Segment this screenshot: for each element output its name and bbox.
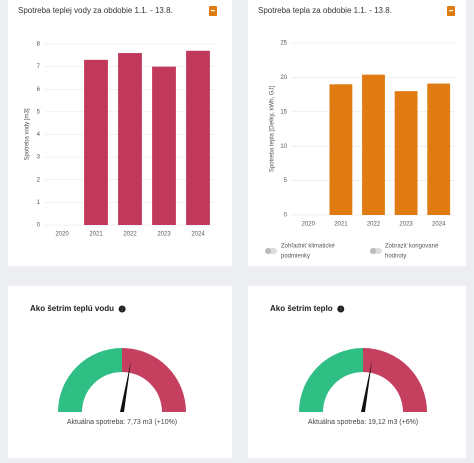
y-tick-label: 7 xyxy=(37,64,41,70)
toggle-label: podmienky xyxy=(281,254,310,260)
info-icon-glyph: i xyxy=(121,307,123,313)
x-tick-label: 2023 xyxy=(399,222,413,228)
y-tick-label: 4 xyxy=(37,132,41,138)
y-tick-label: 10 xyxy=(280,144,287,150)
gauge-caption: Aktuálna spotreba: 7,73 m3 (+10%) xyxy=(67,419,177,426)
info-icon xyxy=(118,305,126,313)
gauge-good xyxy=(58,348,122,412)
y-axis-label: Spotreba tepla [Dielky, kWh, GJ] xyxy=(270,86,276,173)
gauge-bad xyxy=(363,348,427,412)
y-tick-label: 25 xyxy=(280,41,287,47)
toggle[interactable] xyxy=(265,248,277,254)
y-tick-label: 3 xyxy=(37,155,41,161)
gauge-title: Ako šetrím teplo xyxy=(270,304,333,313)
x-tick-label: 2020 xyxy=(55,232,69,238)
y-tick-label: 0 xyxy=(37,223,41,229)
bar xyxy=(84,59,108,226)
x-tick-label: 2024 xyxy=(191,232,205,238)
gauge-caption: Aktuálna spotreba: 19,12 m3 (+6%) xyxy=(308,419,418,426)
gauge-good xyxy=(299,348,363,412)
bar xyxy=(118,53,142,225)
chart-title: Spotreba teplej vody za obdobie 1.1. - 1… xyxy=(18,6,173,15)
toggle-label: Zohľadniť klimatické xyxy=(281,244,335,250)
info-icon xyxy=(337,305,345,313)
x-tick-label: 2023 xyxy=(157,232,171,238)
y-tick-label: 15 xyxy=(280,109,287,115)
toggle[interactable] xyxy=(370,248,382,254)
y-tick-label: 1 xyxy=(37,200,41,206)
x-tick-label: 2022 xyxy=(123,232,137,238)
x-tick-label: 2020 xyxy=(302,222,316,228)
x-tick-label: 2021 xyxy=(334,222,348,228)
x-tick-label: 2021 xyxy=(89,232,103,238)
x-tick-label: 2024 xyxy=(432,222,446,228)
y-axis-label: Spotreba vody [m3] xyxy=(25,108,31,160)
toggle-label: Zobraziť korigované xyxy=(385,244,439,250)
gauge-bad xyxy=(122,348,186,412)
bar xyxy=(394,91,418,215)
y-tick-label: 0 xyxy=(284,213,288,219)
bar xyxy=(329,84,353,215)
y-tick-label: 5 xyxy=(37,109,41,115)
bar xyxy=(152,66,176,225)
y-tick-label: 8 xyxy=(37,42,41,48)
y-tick-label: 5 xyxy=(284,178,288,184)
y-tick-label: 20 xyxy=(280,75,287,81)
gauge-title: Ako šetrím teplú vodu xyxy=(30,304,114,313)
toggle-label: hodnoty xyxy=(385,254,406,260)
info-icon-glyph: i xyxy=(340,307,342,313)
x-tick-label: 2022 xyxy=(367,222,381,228)
gauge-needle xyxy=(361,360,373,412)
chart-title: Spotreba tepla za obdobie 1.1. - 13.8. xyxy=(258,6,392,15)
gauge-needle xyxy=(120,360,132,412)
y-tick-label: 6 xyxy=(37,87,41,93)
bar xyxy=(186,50,210,225)
bar xyxy=(362,74,385,215)
export-icon[interactable] xyxy=(447,6,455,16)
export-icon[interactable] xyxy=(209,6,217,16)
bar xyxy=(427,83,451,215)
y-tick-label: 2 xyxy=(37,177,41,183)
